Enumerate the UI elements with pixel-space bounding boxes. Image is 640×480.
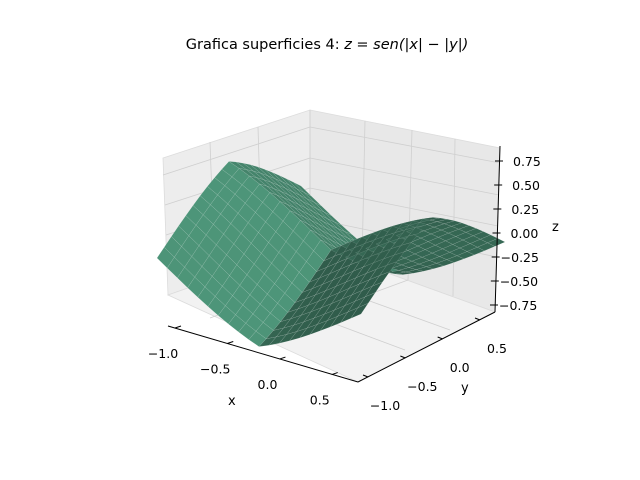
z-tick-label: 0.75 — [513, 154, 541, 169]
y-tick-mark — [437, 336, 443, 340]
surface-mesh — [156, 161, 506, 347]
y-tick-label: −1.0 — [370, 398, 400, 413]
surface-face — [350, 302, 369, 319]
z-axis-label: z — [552, 220, 559, 235]
x-tick-mark — [331, 372, 338, 376]
y-tick-label: 0.0 — [450, 360, 470, 375]
y-tick-mark — [400, 355, 406, 359]
z-tick-label: 0.25 — [511, 202, 539, 217]
y-tick-label: 0.5 — [487, 341, 507, 356]
x-tick-mark — [279, 356, 286, 360]
x-tick-label: 0.5 — [310, 393, 330, 408]
chart-title-math: z = sen(|x| − |y|) — [343, 37, 468, 53]
y-ticks: −1.0 −0.5 0.0 0.5 — [362, 317, 507, 413]
x-tick-mark — [227, 341, 234, 344]
x-tick-label: −1.0 — [148, 346, 178, 361]
surface-face — [465, 228, 485, 236]
surface-face — [443, 220, 463, 227]
x-tick-mark — [174, 325, 182, 329]
z-axis-line — [494, 145, 501, 313]
y-axis-line — [357, 311, 496, 383]
x-axis-label: x — [228, 394, 236, 409]
z-tick-label: −0.50 — [500, 274, 538, 289]
z-tick-label: −0.75 — [499, 298, 537, 313]
x-tick-label: 0.0 — [258, 377, 278, 392]
y-tick-mark — [362, 374, 369, 378]
y-tick-mark — [474, 317, 481, 321]
x-tick-label: −0.5 — [200, 362, 230, 377]
chart-title: Grafica superficies 4: z = sen(|x| − |y|… — [186, 37, 468, 53]
surface-face — [436, 218, 455, 224]
surface-face — [378, 260, 398, 277]
surface-face — [393, 241, 413, 256]
z-ticks: 0.75 0.50 0.25 0.00 −0.25 −0.50 −0.75 — [490, 154, 541, 313]
y-axis-label: y — [461, 381, 469, 396]
z-tick-label: 0.00 — [511, 226, 539, 241]
x-ticks: −1.0 −0.5 0.0 0.5 — [148, 325, 338, 408]
y-tick-label: −0.5 — [407, 379, 437, 394]
z-tick-label: 0.50 — [512, 178, 540, 193]
x-axis-line — [167, 325, 359, 383]
z-tick-label: −0.25 — [501, 250, 539, 265]
chart-title-text: Grafica superficies 4: — [186, 37, 344, 53]
surface-face — [487, 238, 506, 247]
